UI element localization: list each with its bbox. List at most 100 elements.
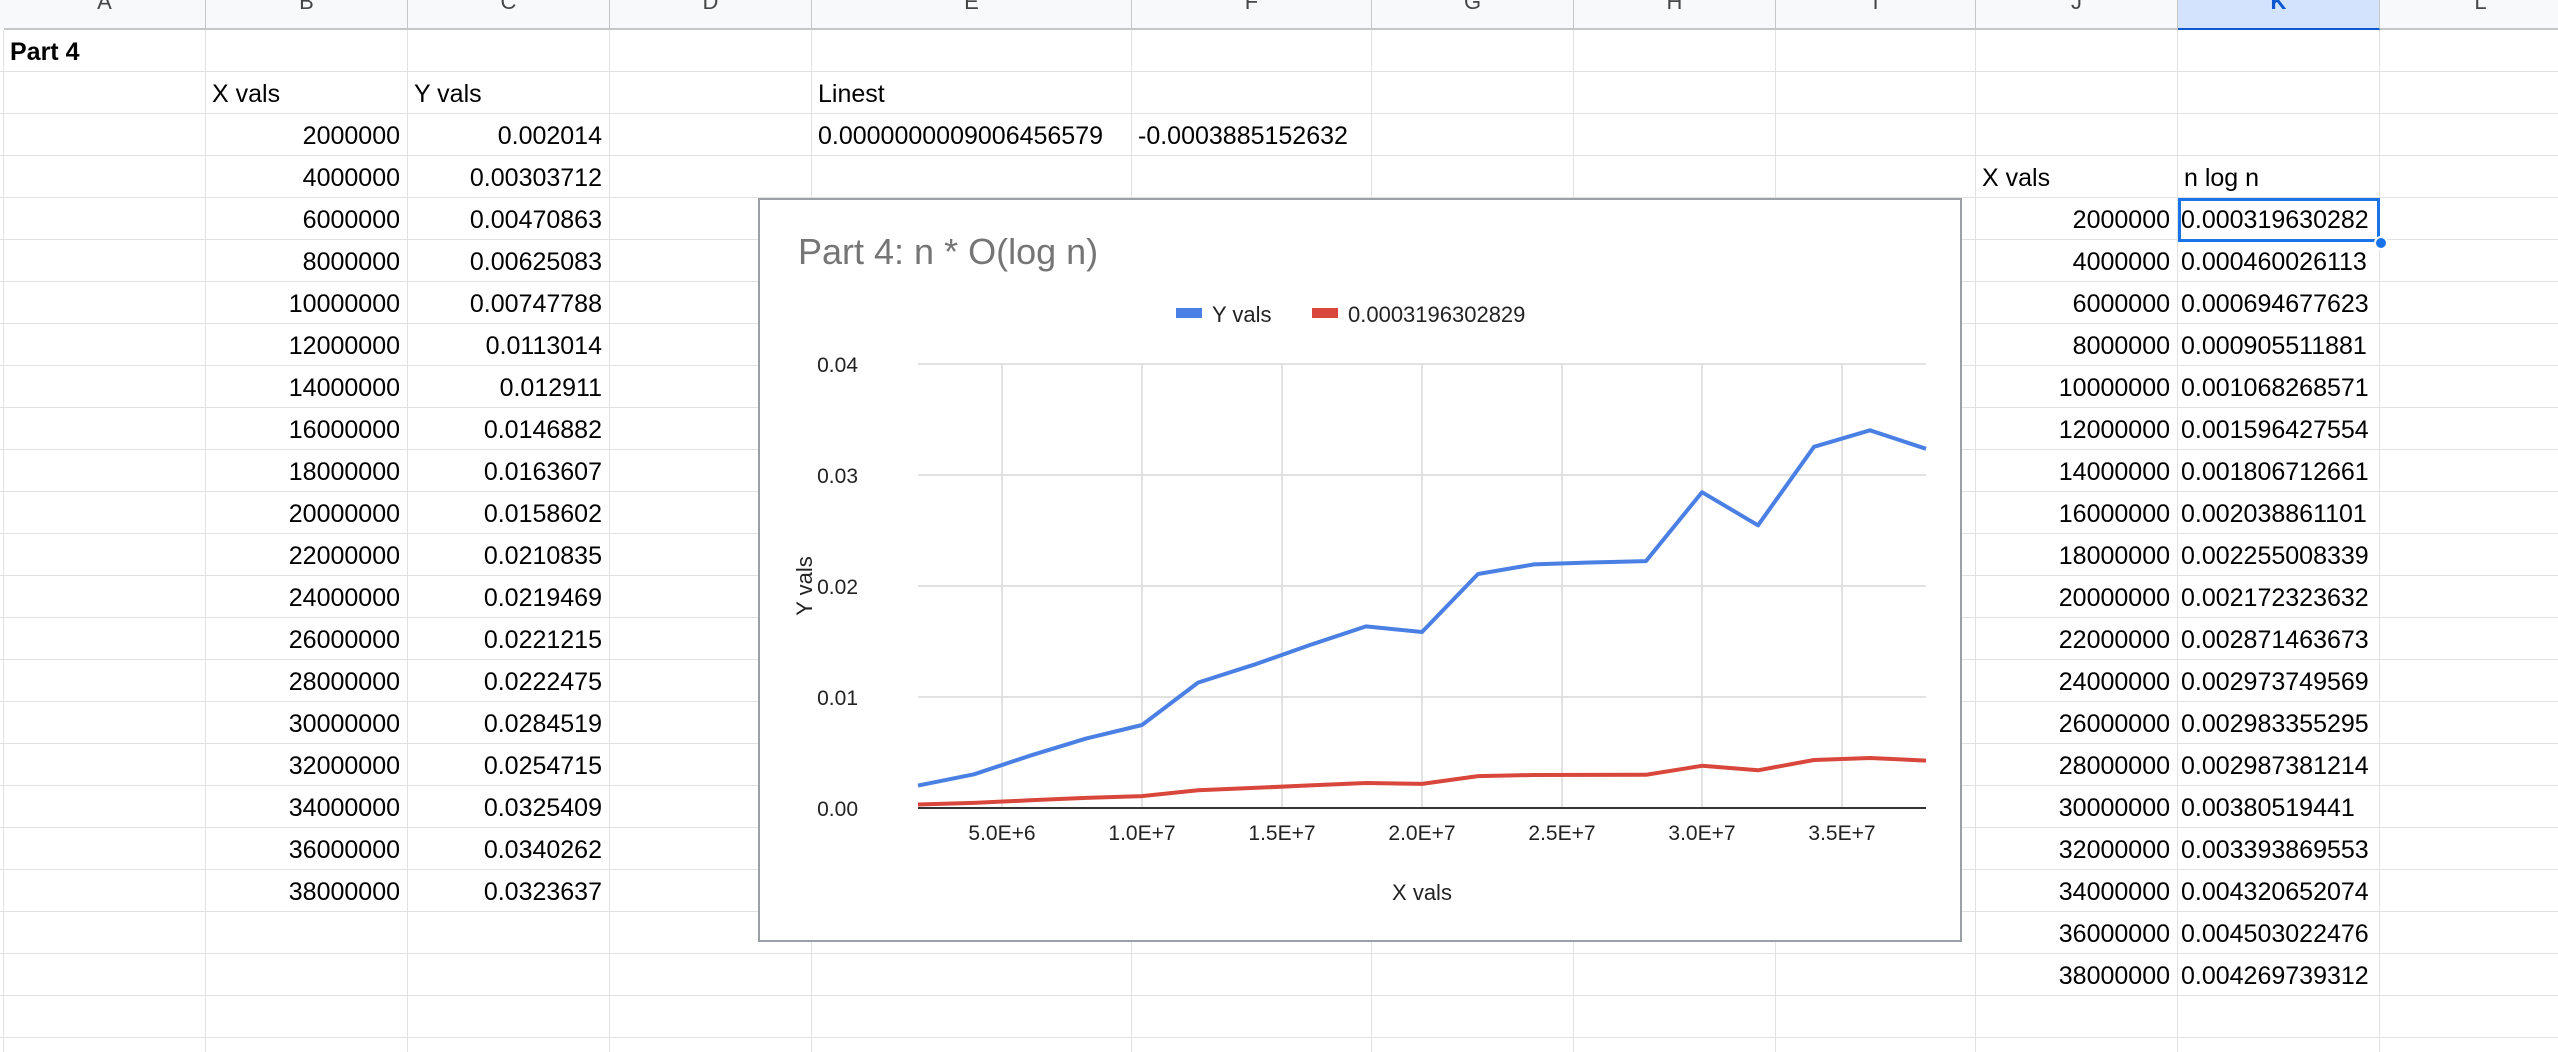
x-val-cell[interactable]: 22000000: [288, 542, 400, 570]
nlogn-val-cell[interactable]: 0.003393869553: [2181, 836, 2369, 864]
y-val-cell[interactable]: 0.002014: [497, 122, 602, 150]
x-val-cell[interactable]: 20000000: [288, 500, 400, 528]
y-val-cell[interactable]: 0.0158602: [483, 500, 602, 528]
column-header-j[interactable]: J: [1976, 0, 2178, 30]
column-header-b[interactable]: B: [206, 0, 408, 30]
right-x-val-cell[interactable]: 30000000: [2058, 794, 2170, 822]
column-header-i[interactable]: I: [1776, 0, 1976, 30]
x-val-cell[interactable]: 8000000: [302, 248, 400, 276]
nlogn-val-cell[interactable]: 0.004503022476: [2181, 920, 2369, 948]
y-val-cell[interactable]: 0.0284519: [483, 710, 602, 738]
right-x-val-cell[interactable]: 10000000: [2058, 374, 2170, 402]
right-x-header-cell[interactable]: X vals: [1982, 164, 2051, 192]
column-header-d[interactable]: D: [610, 0, 812, 30]
nlogn-val-cell[interactable]: 0.002871463673: [2181, 626, 2369, 654]
x-val-cell[interactable]: 4000000: [302, 164, 400, 192]
x-val-cell[interactable]: 18000000: [288, 458, 400, 486]
nlogn-val-cell[interactable]: 0.001068268571: [2181, 374, 2369, 402]
nlogn-header-cell[interactable]: n log n: [2184, 164, 2260, 192]
column-header-l[interactable]: L: [2380, 0, 2558, 30]
nlogn-val-cell[interactable]: 0.000460026113: [2181, 248, 2367, 276]
nlogn-val-cell[interactable]: 0.000694677623: [2181, 290, 2369, 318]
x-val-cell[interactable]: 14000000: [288, 374, 400, 402]
nlogn-val-cell[interactable]: 0.001596427554: [2181, 416, 2369, 444]
right-x-val-cell[interactable]: 4000000: [2072, 248, 2170, 276]
right-x-val-cell[interactable]: 38000000: [2058, 962, 2170, 990]
right-x-val-cell[interactable]: 26000000: [2058, 710, 2170, 738]
x-val-cell[interactable]: 34000000: [288, 794, 400, 822]
nlogn-val-cell[interactable]: 0.004320652074: [2181, 878, 2369, 906]
x-val-cell[interactable]: 12000000: [288, 332, 400, 360]
right-x-val-cell[interactable]: 18000000: [2058, 542, 2170, 570]
nlogn-val-cell[interactable]: 0.002172323632: [2181, 584, 2369, 612]
y-val-cell[interactable]: 0.0323637: [483, 878, 602, 906]
column-header-k[interactable]: K: [2178, 0, 2380, 30]
fill-handle[interactable]: [2374, 236, 2388, 250]
line-chart[interactable]: Part 4: n * O(log n) Y vals 0.000319630282…: [758, 198, 1962, 942]
nlogn-val-cell[interactable]: 0.000905511881: [2181, 332, 2367, 360]
right-x-val-cell[interactable]: 28000000: [2058, 752, 2170, 780]
right-x-val-cell[interactable]: 14000000: [2058, 458, 2170, 486]
y-val-cell[interactable]: 0.0210835: [483, 542, 602, 570]
x-val-cell[interactable]: 2000000: [302, 122, 400, 150]
y-val-cell[interactable]: 0.00303712: [469, 164, 602, 192]
x-val-cell[interactable]: 16000000: [288, 416, 400, 444]
right-x-val-cell[interactable]: 6000000: [2072, 290, 2170, 318]
nlogn-val-cell[interactable]: 0.000319630282: [2181, 206, 2369, 234]
part-label-cell[interactable]: Part 4: [10, 38, 80, 66]
y-val-cell[interactable]: 0.0163607: [483, 458, 602, 486]
nlogn-val-cell[interactable]: 0.002255008339: [2181, 542, 2369, 570]
selected-cell-k5[interactable]: [2178, 198, 2380, 242]
column-header-c[interactable]: C: [408, 0, 610, 30]
nlogn-val-cell[interactable]: 0.00380519441: [2181, 794, 2355, 822]
linest-intercept-cell[interactable]: -0.0003885152632: [1138, 122, 1348, 150]
y-val-cell[interactable]: 0.0325409: [483, 794, 602, 822]
x-val-cell[interactable]: 26000000: [288, 626, 400, 654]
y-val-cell[interactable]: 0.0254715: [483, 752, 602, 780]
y-val-cell[interactable]: 0.012911: [499, 374, 602, 402]
right-x-val-cell[interactable]: 8000000: [2072, 332, 2170, 360]
x-val-cell[interactable]: 32000000: [288, 752, 400, 780]
y-val-cell[interactable]: 0.00747788: [469, 290, 602, 318]
column-header-e[interactable]: E: [812, 0, 1132, 30]
column-header-a[interactable]: A: [4, 0, 206, 30]
right-x-val-cell[interactable]: 24000000: [2058, 668, 2170, 696]
right-x-val-cell[interactable]: 22000000: [2058, 626, 2170, 654]
x-val-cell[interactable]: 10000000: [288, 290, 400, 318]
y-val-cell[interactable]: 0.00625083: [469, 248, 602, 276]
nlogn-val-cell[interactable]: 0.002987381214: [2181, 752, 2369, 780]
x-val-cell[interactable]: 38000000: [288, 878, 400, 906]
nlogn-val-cell[interactable]: 0.001806712661: [2181, 458, 2369, 486]
x-val-cell[interactable]: 24000000: [288, 584, 400, 612]
linest-label-cell[interactable]: Linest: [818, 80, 885, 108]
y-val-cell[interactable]: 0.0222475: [483, 668, 602, 696]
linest-slope-cell[interactable]: 0.0000000009006456579: [818, 122, 1104, 150]
column-header-h[interactable]: H: [1574, 0, 1776, 30]
x-val-cell[interactable]: 6000000: [302, 206, 400, 234]
y-val-cell[interactable]: 0.0340262: [483, 836, 602, 864]
right-x-val-cell[interactable]: 36000000: [2058, 920, 2170, 948]
x-val-cell[interactable]: 36000000: [288, 836, 400, 864]
y-val-cell[interactable]: 0.0219469: [483, 584, 602, 612]
nlogn-val-cell[interactable]: 0.002973749569: [2181, 668, 2369, 696]
y-header-cell[interactable]: Y vals: [414, 80, 482, 108]
right-x-val-cell[interactable]: 32000000: [2058, 836, 2170, 864]
right-x-val-cell[interactable]: 34000000: [2058, 878, 2170, 906]
right-x-val-cell[interactable]: 20000000: [2058, 584, 2170, 612]
x-header-cell[interactable]: X vals: [212, 80, 281, 108]
x-val-cell[interactable]: 28000000: [288, 668, 400, 696]
y-val-cell[interactable]: 0.0146882: [483, 416, 602, 444]
right-x-val-cell[interactable]: 12000000: [2058, 416, 2170, 444]
nlogn-val-cell[interactable]: 0.002983355295: [2181, 710, 2369, 738]
right-x-val-cell[interactable]: 16000000: [2058, 500, 2170, 528]
column-header-g[interactable]: G: [1372, 0, 1574, 30]
right-x-val-cell[interactable]: 2000000: [2072, 206, 2170, 234]
nlogn-val-cell[interactable]: 0.004269739312: [2181, 962, 2369, 990]
x-val-cell[interactable]: 30000000: [288, 710, 400, 738]
y-val-cell[interactable]: 0.0113014: [485, 332, 602, 360]
y-val-cell[interactable]: 0.00470863: [469, 206, 602, 234]
y-val-cell[interactable]: 0.0221215: [483, 626, 602, 654]
nlogn-val-cell[interactable]: 0.002038861101: [2181, 500, 2367, 528]
column-header-f[interactable]: F: [1132, 0, 1372, 30]
